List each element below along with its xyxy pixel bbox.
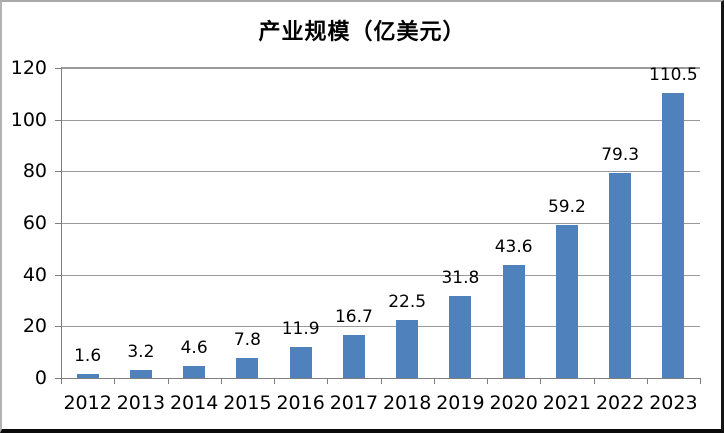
bar-value-label: 110.5 [649,64,698,85]
y-axis-tick [55,274,61,276]
bar-value-label: 31.8 [441,267,480,288]
x-axis-category-label: 2014 [169,392,219,414]
x-axis-tick [380,379,382,384]
bar-value-label: 22.5 [388,291,427,312]
bar-2018 [396,319,419,378]
x-axis-tick [540,379,542,384]
bar-2021 [555,225,578,378]
bar-2022 [609,173,632,378]
bar-2013 [129,369,152,378]
y-axis-tick [55,171,61,173]
x-axis-category-label: 2019 [436,392,485,414]
bar-value-label: 59.2 [547,197,586,218]
bar-2020 [502,265,525,378]
bar-2017 [342,334,365,378]
gridline-y-40 [61,274,700,276]
x-axis-tick [61,379,62,384]
bar-value-label: 43.6 [494,237,533,258]
x-axis-tick [487,379,488,384]
bar-2012 [76,373,99,378]
x-axis-category-label: 2023 [649,392,698,414]
bar-value-label: 79.3 [601,145,640,166]
x-axis-line [61,378,701,379]
x-axis-category-label: 2022 [595,392,645,414]
x-axis-tick [167,379,169,384]
bar-2019 [449,295,472,378]
bar-value-label: 16.7 [334,306,373,327]
x-axis-category-label: 2016 [276,392,325,414]
x-axis-tick [433,379,435,384]
y-axis-tick-label: 100 [10,108,47,131]
x-axis-category-label: 2012 [63,392,112,414]
x-axis-tick [274,379,275,384]
y-axis-line [61,68,62,378]
y-axis-tick [55,378,61,379]
x-axis-tick [220,379,222,384]
y-axis-tick [55,223,61,224]
x-axis-tick [114,379,116,384]
y-axis-tick-label: 60 [22,212,47,234]
gridline-y-80 [61,171,700,173]
gridline-y-120 [61,67,700,69]
y-axis-tick-label: 120 [10,57,47,79]
bar-2014 [183,366,206,378]
y-axis-tick [55,326,61,328]
y-axis-tick [55,119,61,121]
bar-value-label: 3.2 [127,341,155,362]
y-axis-tick-label: 0 [34,367,47,389]
y-axis-tick-label: 80 [22,160,47,183]
bar-value-label: 4.6 [180,338,208,359]
x-axis-category-label: 2018 [382,392,432,414]
bar-value-label: 11.9 [281,319,320,340]
x-axis-tick [593,379,595,384]
x-axis-category-label: 2020 [489,392,538,414]
bar-2016 [289,347,312,378]
x-axis-category-label: 2015 [223,392,272,414]
gridline-y-20 [61,326,700,328]
x-axis-tick [646,379,648,384]
gridline-y-60 [61,223,700,224]
chart-title: 产业规模（亿美元） [258,20,466,45]
x-axis-category-label: 2021 [542,392,592,414]
y-axis-tick-label: 40 [22,263,47,286]
x-axis-category-label: 2013 [116,392,166,414]
x-axis-tick [700,379,701,384]
bar-2015 [236,357,259,378]
bar-value-label: 7.8 [233,329,261,350]
bar-value-label: 1.6 [74,345,102,366]
gridline-y-100 [61,119,700,121]
y-axis-tick-label: 20 [22,315,47,338]
y-axis-tick [55,68,61,69]
x-axis-tick [327,379,329,384]
bar-2023 [662,92,685,378]
x-axis-category-label: 2017 [329,392,379,414]
